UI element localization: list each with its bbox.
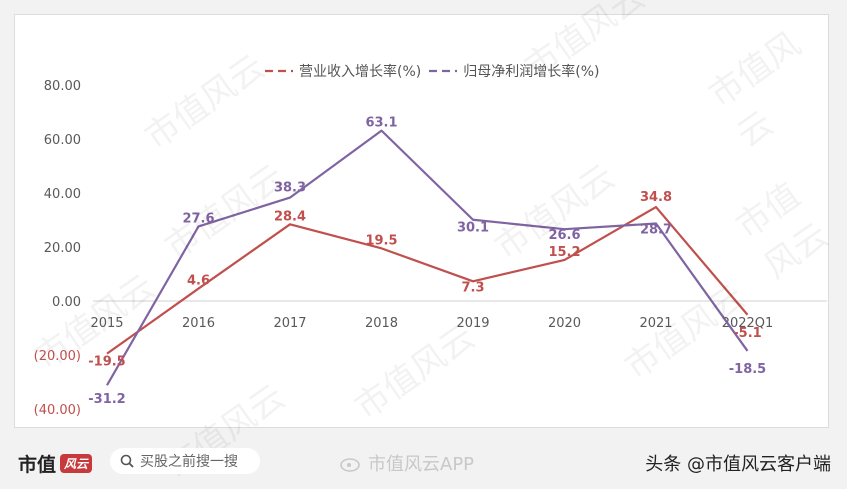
legend-item-profit: 归母净利润增长率(%) [429,61,599,81]
legend-swatch-profit [429,69,458,73]
data-label-revenue: 28.4 [274,209,306,224]
legend-label-revenue: 营业收入增长率(%) [299,64,422,80]
legend-item-revenue: 营业收入增长率(%) [265,61,421,81]
y-tick-label: 60.00 [44,133,81,148]
y-tick-label: 20.00 [44,241,81,256]
y-tick-label: (20.00) [34,349,81,364]
x-tick-label: 2015 [90,316,123,331]
data-label-profit: -31.2 [88,392,125,407]
data-label-profit: 38.3 [274,181,306,196]
data-label-revenue: 34.8 [640,190,672,205]
data-label-profit: 30.1 [457,221,489,236]
data-label-revenue: 7.3 [461,280,484,295]
search-icon [120,454,134,468]
legend-label-profit: 归母净利润增长率(%) [463,64,600,80]
source-credit: 头条 @市值风云客户端 [645,454,831,475]
search-pill[interactable]: 买股之前搜一搜 [110,448,260,474]
data-label-revenue: 4.6 [187,274,210,289]
x-tick-label: 2022Q1 [722,316,774,331]
chart-card: 80.00 60.00 40.00 20.00 0.00 (20.00) (40.00) 20… [14,0,836,488]
y-tick-label: (40.00) [34,403,81,418]
data-label-revenue: -5.1 [733,326,761,341]
data-label-profit: 27.6 [182,211,214,226]
series-line-revenue [106,205,749,355]
data-label-revenue: 15.2 [548,245,580,260]
x-tick-label: 2019 [456,316,489,331]
legend-swatch-revenue [265,69,293,73]
y-tick-label: 40.00 [44,187,81,202]
x-tick-label: 2020 [548,316,581,331]
chart-legend: 营业收入增长率(%) 归母净利润增长率(%) [265,61,599,81]
data-label-profit: 26.6 [548,228,580,243]
weibo-icon [340,458,360,472]
x-tick-label: 2017 [273,316,306,331]
data-label-revenue: -19.5 [88,355,125,370]
x-tick-label: 2018 [365,316,398,331]
data-label-revenue: 19.5 [365,233,397,248]
data-label-profit: 28.7 [640,223,672,238]
series-line-profit [106,129,749,386]
weibo-watermark: 市值风云APP [340,450,474,476]
x-tick-label: 2021 [639,316,672,331]
x-tick-label: 2016 [182,316,215,331]
line-chart: 80.00 60.00 40.00 20.00 0.00 (20.00) (40.00) 20… [34,79,827,418]
y-tick-label: 0.00 [52,295,81,310]
data-label-profit: -18.5 [729,362,766,377]
brand-logo: 市值 风云 [18,450,93,477]
search-placeholder: 买股之前搜一搜 [140,454,238,470]
footer-bar: 市值 风云 买股之前搜一搜 市值风云APP 头条 @市值风云客户端 [0,434,847,488]
brand-stamp: 风云 [60,454,93,473]
weibo-text: 市值风云APP [368,454,475,475]
y-tick-label: 80.00 [44,79,81,94]
data-label-profit: 63.1 [365,116,397,131]
brand-name: 市值 [18,454,57,476]
